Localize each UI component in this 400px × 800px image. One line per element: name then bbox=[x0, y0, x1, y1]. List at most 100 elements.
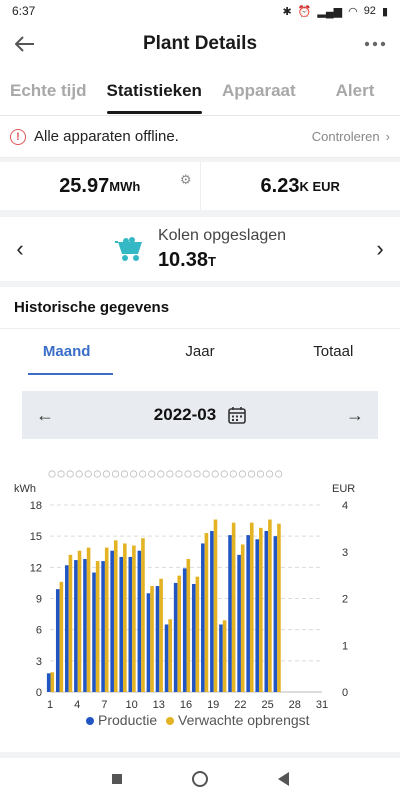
alert-message: Alle apparaten offline. bbox=[34, 128, 179, 145]
status-icons: ✱ ⏰ ▂▄▆ ◠ 92 ▮ bbox=[282, 5, 388, 18]
period-tabs: Maand Jaar Totaal bbox=[0, 329, 400, 375]
bar-expected bbox=[104, 547, 109, 692]
tab-statistics[interactable]: Statistieken bbox=[97, 66, 212, 115]
y-tick-right: 2 bbox=[342, 594, 348, 606]
period-tab-year[interactable]: Jaar bbox=[185, 343, 215, 360]
bar-production bbox=[182, 568, 187, 692]
x-tick: 16 bbox=[180, 699, 192, 711]
back-nav-icon[interactable] bbox=[277, 772, 289, 786]
weather-icon bbox=[256, 470, 265, 478]
bar-production bbox=[119, 556, 124, 692]
weather-icon bbox=[229, 470, 237, 478]
main-tabs: Echte tijd Statistieken Apparaat Alert bbox=[0, 66, 400, 116]
selected-date: 2022-03 bbox=[153, 405, 217, 424]
period-tab-total[interactable]: Totaal bbox=[313, 343, 354, 360]
next-metric-arrow[interactable]: › bbox=[376, 236, 384, 261]
bar-expected bbox=[141, 538, 145, 692]
check-link[interactable]: Controleren › bbox=[312, 129, 390, 144]
x-tick: 19 bbox=[207, 699, 219, 711]
recent-apps-icon[interactable] bbox=[111, 774, 122, 784]
weather-icon bbox=[102, 470, 111, 478]
bar-expected bbox=[240, 544, 245, 692]
tab-realtime[interactable]: Echte tijd bbox=[10, 80, 87, 100]
y-tick-left: 12 bbox=[30, 562, 42, 574]
bar-production bbox=[101, 561, 105, 692]
y-tick-left: 18 bbox=[30, 500, 42, 512]
bar-expected bbox=[231, 522, 236, 692]
bar-production bbox=[128, 556, 133, 692]
bluetooth-icon: ✱ bbox=[282, 5, 292, 18]
offline-alert-bar[interactable]: ! Alle apparaten offline. Controleren › bbox=[0, 116, 400, 158]
bar-expected bbox=[177, 575, 182, 692]
chevron-right-icon: › bbox=[385, 129, 390, 144]
bar-expected bbox=[195, 576, 200, 692]
bar-expected bbox=[249, 522, 254, 692]
bar-production bbox=[210, 530, 214, 692]
bar-production bbox=[228, 535, 232, 692]
weather-icon bbox=[166, 470, 174, 478]
bar-expected bbox=[168, 619, 172, 692]
legend-dot-production bbox=[86, 717, 94, 725]
weather-icon bbox=[238, 470, 246, 478]
back-icon[interactable] bbox=[10, 29, 40, 59]
legend-dot-expected bbox=[166, 717, 174, 725]
tab-alert[interactable]: Alert bbox=[335, 80, 375, 100]
weather-icon bbox=[120, 470, 129, 478]
bar-production bbox=[92, 572, 96, 692]
coal-label: Kolen opgeslagen bbox=[157, 226, 287, 244]
date-navigator: ← 2022-03 → bbox=[22, 391, 378, 439]
weather-icon bbox=[193, 470, 201, 478]
history-chart: kWh EUR 0 3 6 9 12 15 18 0 1 2 3 4 1 4 7 10 13 16 19 22 25 28 31… bbox=[0, 462, 400, 742]
bar-production bbox=[55, 589, 60, 692]
bar-production bbox=[146, 593, 151, 692]
bar-expected bbox=[222, 620, 227, 692]
income-unit: K EUR bbox=[299, 178, 340, 194]
page-title: Plant Details bbox=[142, 33, 258, 54]
previous-metric-arrow[interactable]: ‹ bbox=[16, 236, 24, 261]
y-tick-right: 1 bbox=[342, 640, 348, 652]
bar-expected bbox=[95, 561, 100, 692]
weather-icon bbox=[148, 470, 156, 478]
battery-icon: ▮ bbox=[381, 5, 388, 18]
signal-icon: ▂▄▆ bbox=[317, 5, 343, 18]
bar-expected bbox=[159, 578, 163, 692]
x-tick: 13 bbox=[153, 699, 165, 711]
calendar-icon[interactable] bbox=[228, 406, 246, 424]
stats-card: 25.97 MWh ⚙ 6.23 K EUR bbox=[0, 162, 400, 210]
y-tick-right: 4 bbox=[342, 500, 348, 512]
home-icon[interactable] bbox=[191, 771, 208, 787]
energy-value: 25.97 bbox=[59, 174, 110, 197]
x-tick: 7 bbox=[101, 699, 107, 711]
weather-icon bbox=[130, 470, 138, 478]
system-nav-bar bbox=[0, 758, 400, 800]
bar-production bbox=[173, 582, 178, 692]
check-link-label: Controleren bbox=[311, 129, 380, 144]
battery-level: 92 bbox=[363, 5, 376, 17]
coal-value: 10.38 bbox=[157, 248, 208, 271]
x-tick: 1 bbox=[47, 699, 53, 711]
x-tick: 10 bbox=[125, 699, 137, 711]
bar-expected bbox=[77, 550, 82, 692]
next-month-arrow-icon[interactable]: → bbox=[345, 404, 364, 425]
x-tick: 22 bbox=[234, 699, 246, 711]
x-tick: 25 bbox=[261, 699, 273, 711]
bar-expected bbox=[213, 519, 218, 692]
bar-production bbox=[264, 530, 269, 692]
bar-expected bbox=[113, 540, 118, 692]
more-options-icon[interactable] bbox=[360, 29, 390, 59]
weather-icon bbox=[139, 470, 147, 478]
period-tab-month[interactable]: Maand bbox=[0, 329, 133, 375]
y-tick-right: 0 bbox=[342, 687, 348, 699]
bar-production bbox=[201, 543, 205, 692]
history-card: Historische gegevens Maand Jaar Totaal ←… bbox=[0, 287, 400, 752]
bar-expected bbox=[68, 554, 73, 692]
y-tick-left: 0 bbox=[36, 687, 42, 699]
settings-icon[interactable]: ⚙ bbox=[179, 172, 192, 187]
status-bar: 6:37 ✱ ⏰ ▂▄▆ ◠ 92 ▮ bbox=[0, 0, 400, 22]
tab-device[interactable]: Apparaat bbox=[221, 80, 296, 100]
income-value: 6.23 bbox=[260, 174, 300, 197]
y-tick-right: 3 bbox=[342, 547, 348, 559]
previous-month-arrow-icon[interactable]: ← bbox=[36, 404, 54, 425]
weather-icon bbox=[48, 470, 56, 478]
weather-icon bbox=[184, 470, 192, 478]
